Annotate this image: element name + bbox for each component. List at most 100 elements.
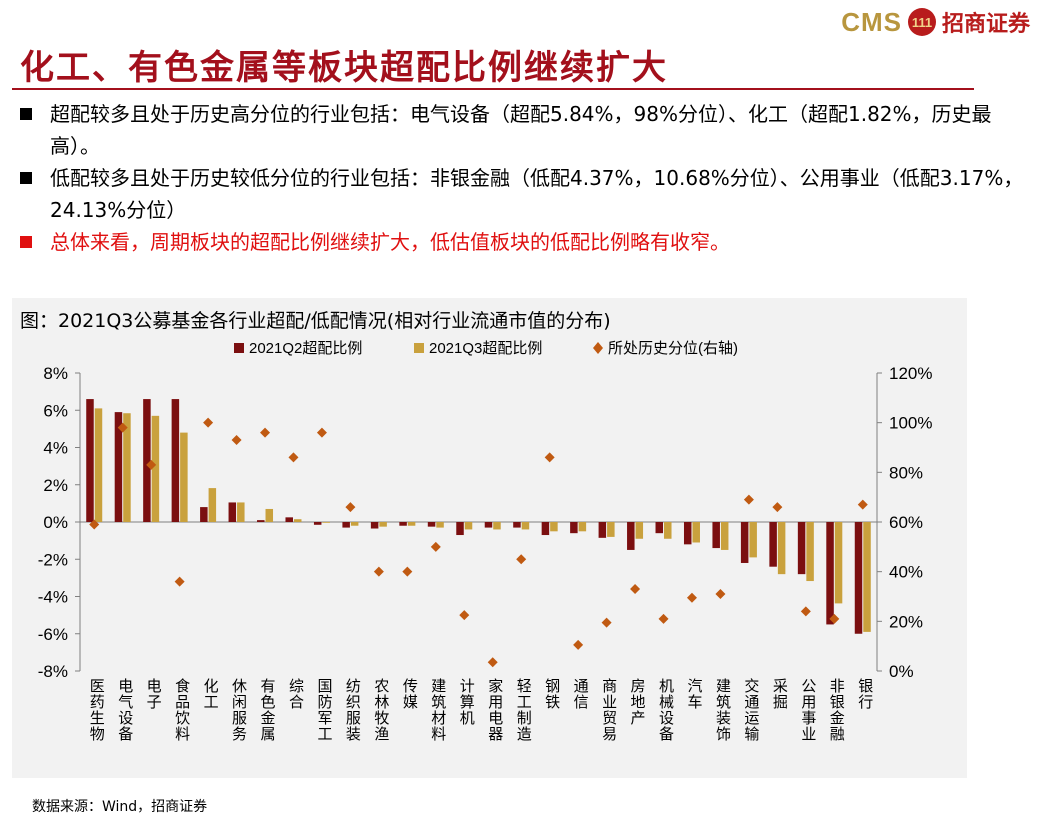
percentile-marker [630, 584, 641, 595]
y-left-tick-label: -2% [38, 550, 68, 569]
y-right-tick-label: 60% [889, 513, 923, 532]
percentile-marker [316, 427, 327, 438]
legend-label-1: 2021Q2超配比例 [249, 340, 362, 357]
bullet-item-highlight: 总体来看，周期板块的超配比例继续扩大，低估值板块的低配比例略有收窄。 [16, 226, 1026, 258]
percentile-marker [544, 452, 555, 463]
bullet-square-icon [20, 108, 32, 120]
legend-swatch-2 [414, 343, 424, 353]
category-label: 公用事业 [801, 678, 816, 743]
bar-2021q3 [151, 415, 160, 522]
category-label: 电子 [147, 678, 162, 711]
bar-2021q2 [228, 502, 237, 522]
y-left-tick-label: -4% [38, 588, 68, 607]
category-label: 建筑装饰 [716, 678, 731, 743]
chart-title: 图：2021Q3公募基金各行业超配/低配情况(相对行业流通市值的分布) [20, 310, 611, 332]
bar-2021q2 [114, 412, 123, 522]
percentile-marker [573, 639, 584, 650]
bar-2021q2 [257, 520, 265, 522]
percentile-marker [231, 435, 242, 446]
bar-2021q2 [655, 522, 664, 534]
percentile-marker [288, 452, 299, 463]
bar-2021q2 [427, 522, 436, 527]
percentile-marker [89, 519, 100, 530]
y-left-tick-label: -8% [38, 662, 68, 681]
logo-cn-text: 招商证券 [941, 12, 1030, 37]
category-label: 化工 [204, 678, 219, 711]
percentile-marker [857, 499, 868, 510]
bar-2021q2 [854, 522, 863, 634]
category-label: 银行 [858, 678, 873, 711]
bar-2021q3 [208, 488, 217, 522]
percentile-marker [402, 566, 413, 577]
bar-2021q2 [399, 522, 407, 526]
bar-2021q2 [513, 522, 521, 528]
category-label: 国防军工 [317, 678, 332, 743]
bar-2021q2 [627, 522, 635, 550]
category-label: 采掘 [773, 678, 788, 711]
bar-2021q2 [740, 522, 749, 563]
y-right-tick-label: 20% [889, 612, 923, 631]
category-label: 食品饮料 [175, 678, 190, 743]
bar-2021q3 [464, 522, 473, 530]
bar-2021q2 [171, 399, 180, 522]
bar-2021q2 [342, 522, 350, 528]
y-right-tick-label: 0% [889, 662, 914, 681]
category-label: 钢铁 [545, 678, 560, 711]
bar-2021q2 [200, 507, 208, 522]
category-label: 传媒 [403, 678, 418, 711]
y-left-tick-label: 8% [43, 364, 68, 383]
bar-2021q2 [826, 522, 834, 625]
bar-2021q3 [123, 413, 131, 522]
category-label: 电气设备 [118, 678, 133, 743]
bar-2021q2 [570, 522, 578, 534]
y-right-tick-label: 80% [889, 463, 923, 482]
category-label: 纺织服装 [346, 678, 361, 743]
percentile-marker [715, 589, 726, 600]
bar-2021q2 [797, 522, 806, 575]
bar-2021q3 [237, 502, 245, 522]
bar-2021q3 [493, 522, 501, 530]
percentile-marker [800, 606, 811, 617]
bar-2021q2 [370, 522, 379, 529]
bar-2021q3 [436, 522, 444, 528]
bar-2021q3 [293, 519, 302, 522]
bar-2021q3 [265, 508, 274, 522]
bullet-text: 总体来看，周期板块的超配比例继续扩大，低估值板块的低配比例略有收窄。 [50, 230, 730, 254]
percentile-marker [345, 502, 356, 513]
legend-label-2: 2021Q3超配比例 [429, 340, 542, 357]
category-label: 机械设备 [659, 678, 674, 743]
category-label: 房地产 [631, 678, 646, 727]
percentile-marker [658, 613, 669, 624]
bar-2021q3 [863, 522, 871, 632]
category-label: 交通运输 [744, 677, 759, 743]
bullet-square-icon [20, 236, 32, 248]
category-label: 汽车 [687, 678, 702, 711]
bar-2021q2 [598, 522, 607, 538]
bullet-square-icon [20, 172, 32, 184]
bar-2021q3 [521, 522, 530, 530]
bar-2021q2 [712, 522, 720, 549]
bar-2021q3 [749, 522, 757, 558]
bar-2021q3 [692, 522, 700, 543]
bar-2021q2 [456, 522, 464, 536]
bullet-item: 低配较多且处于历史较低分位的行业包括：非银金融（低配4.37%，10.68%分位… [16, 162, 1026, 226]
bullet-list: 超配较多且处于历史高分位的行业包括：电气设备（超配5.84%，98%分位）、化工… [16, 98, 1026, 258]
bar-2021q3 [379, 522, 387, 527]
category-label: 商业贸易 [602, 678, 617, 743]
category-label: 通信 [574, 678, 589, 711]
percentile-marker [772, 502, 783, 513]
bar-2021q3 [834, 522, 843, 604]
y-right-tick-label: 120% [889, 364, 932, 383]
percentile-marker [174, 576, 185, 587]
y-right-tick-label: 40% [889, 563, 923, 582]
y-left-tick-label: 6% [43, 401, 68, 420]
percentile-marker [829, 613, 840, 624]
bar-2021q2 [313, 522, 322, 525]
category-label: 农林牧渔 [374, 678, 389, 743]
category-label: 医药生物 [90, 678, 105, 743]
category-label: 轻工制造 [517, 678, 532, 743]
percentile-marker [373, 566, 384, 577]
category-label: 综合 [289, 678, 304, 711]
percentile-marker [516, 554, 527, 565]
bar-2021q3 [550, 522, 558, 532]
